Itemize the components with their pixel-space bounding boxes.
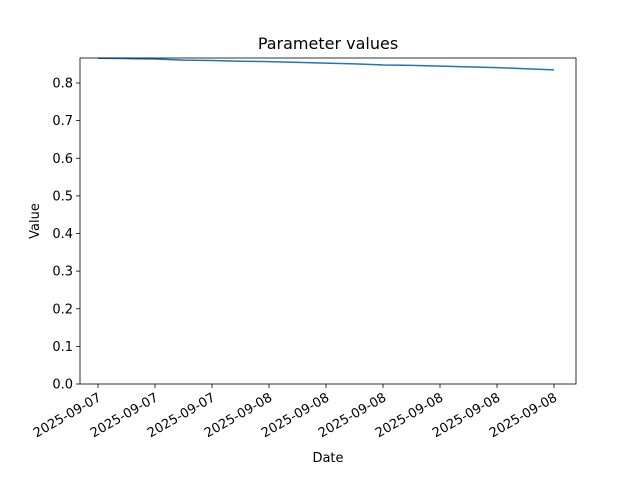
- y-tick-label: 0.1: [52, 340, 73, 355]
- y-tick-label: 0.4: [52, 227, 73, 242]
- y-tick-label: 0.8: [52, 77, 73, 92]
- chart-title: Parameter values: [258, 34, 398, 53]
- plot-frame: [79, 57, 577, 385]
- y-tick-label: 0.3: [52, 265, 73, 280]
- x-axis-label: Date: [312, 451, 343, 466]
- y-tick-label: 0.5: [52, 189, 73, 204]
- y-tick-label: 0.7: [52, 114, 73, 129]
- y-tick-label: 0.6: [52, 152, 73, 167]
- data-line: [98, 57, 555, 71]
- y-tick-label: 0.2: [52, 302, 73, 317]
- y-tick-label: 0.0: [52, 378, 73, 393]
- y-axis-label: Value: [28, 203, 43, 239]
